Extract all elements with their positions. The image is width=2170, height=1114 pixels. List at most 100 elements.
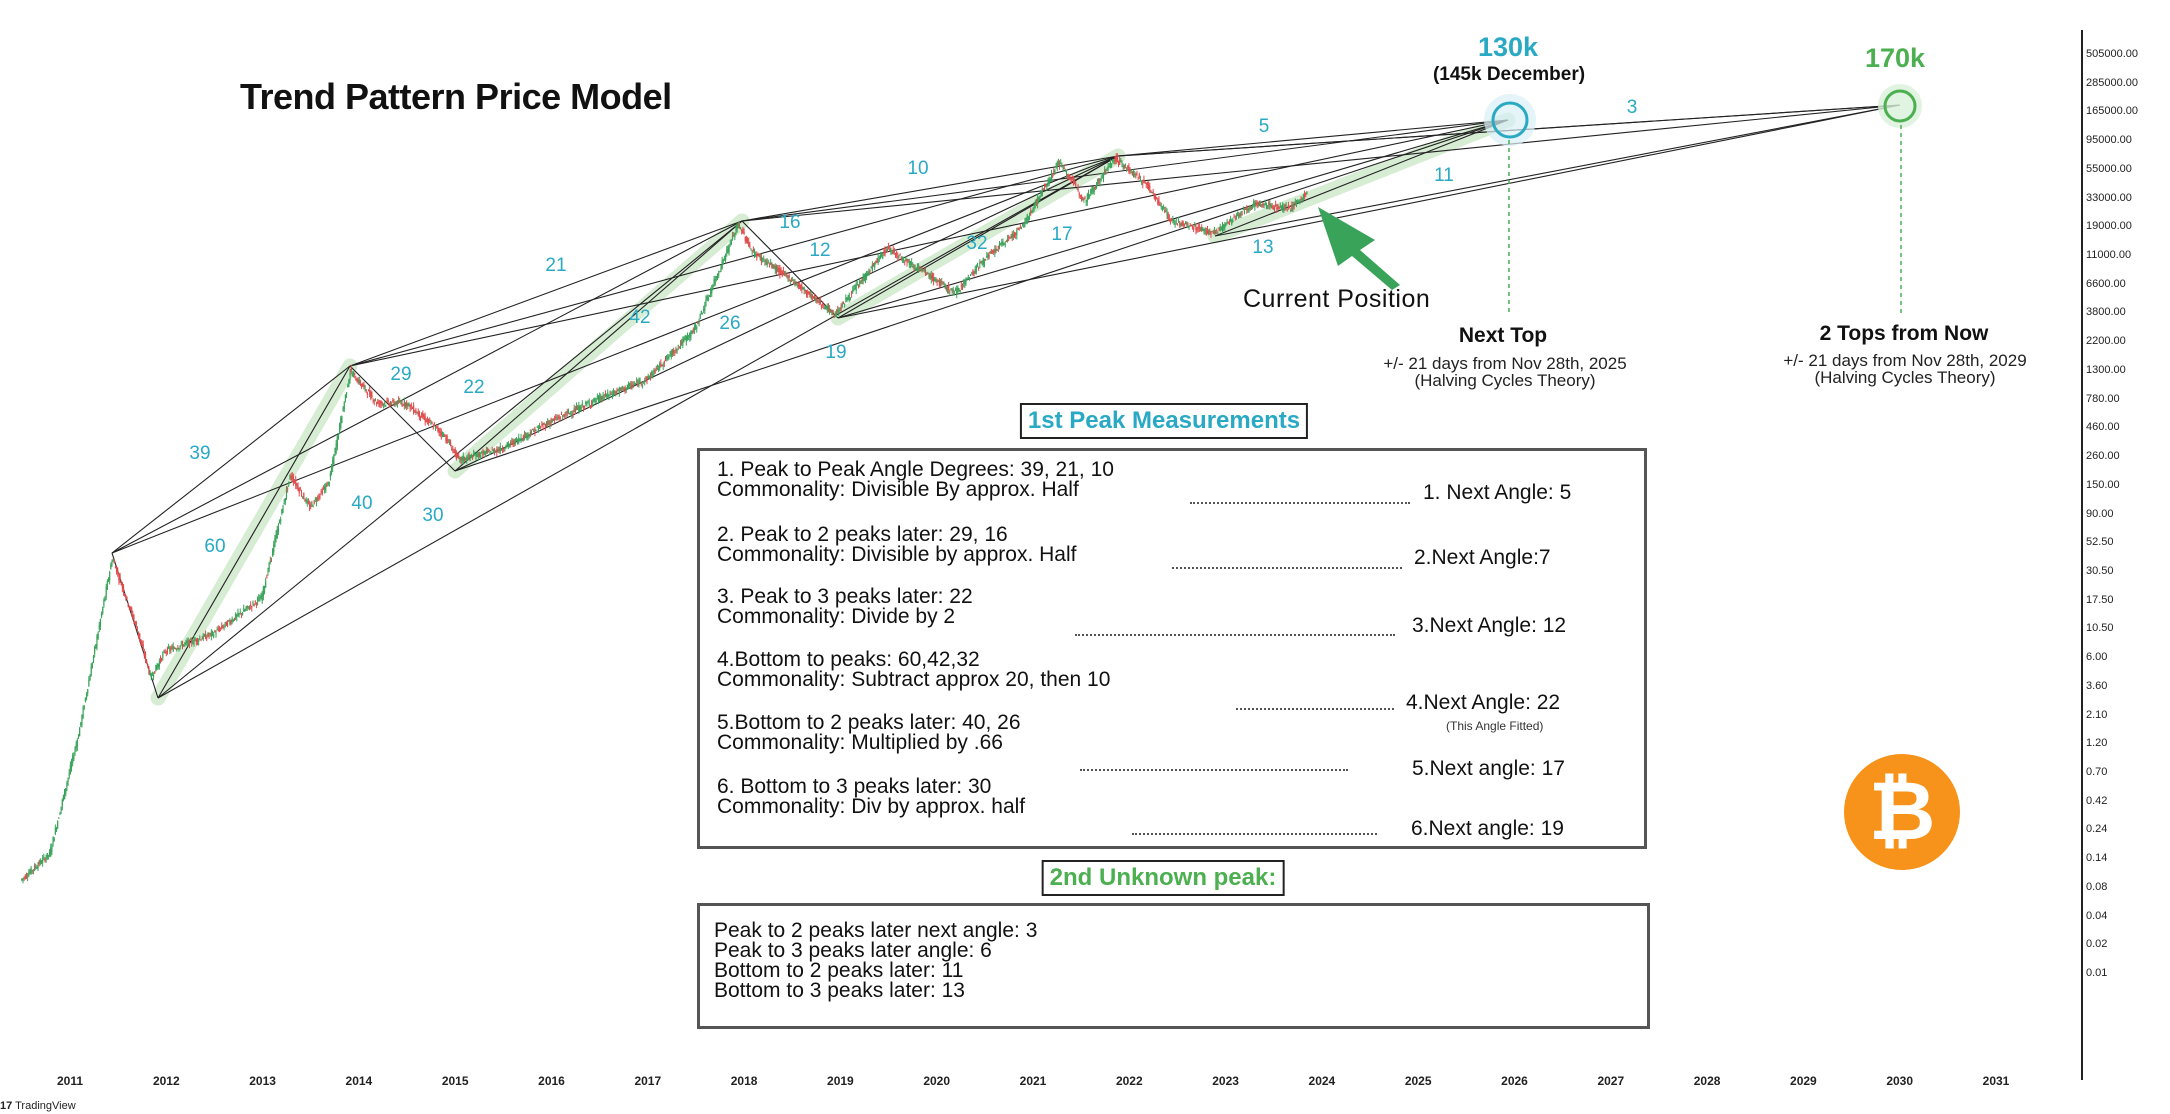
candle-body xyxy=(1077,186,1079,192)
candle-body xyxy=(1122,165,1124,168)
y-tick-label: 6600.00 xyxy=(2086,277,2126,290)
candle-body xyxy=(193,638,195,644)
candle-body xyxy=(1040,192,1042,195)
x-tick-label: 2020 xyxy=(923,1074,951,1088)
candle-body xyxy=(601,397,603,399)
candle-body xyxy=(980,261,982,263)
candle-body xyxy=(359,380,362,385)
candle-body xyxy=(578,405,580,412)
candle-body xyxy=(528,434,530,436)
candle-body xyxy=(891,252,893,254)
candle-body xyxy=(1100,178,1102,180)
candle-body xyxy=(703,309,705,311)
candle-body xyxy=(60,806,62,811)
candle-body xyxy=(1218,227,1220,230)
candle-body xyxy=(365,389,367,392)
candle-body xyxy=(933,276,935,282)
candle-body xyxy=(72,755,74,763)
candle-body xyxy=(631,384,633,386)
candle-body xyxy=(276,529,278,539)
candle-body xyxy=(192,642,194,644)
candle-body xyxy=(287,488,289,490)
candle-body xyxy=(949,291,951,293)
candle-body xyxy=(1123,165,1125,169)
candle-body xyxy=(273,543,275,553)
candle-body xyxy=(807,291,809,295)
candle-body xyxy=(644,380,646,382)
candle-body xyxy=(248,608,251,610)
candle-body xyxy=(252,602,254,604)
candle-body xyxy=(1211,231,1213,233)
candle-body xyxy=(201,638,203,640)
angle-label-22: 22 xyxy=(463,377,484,398)
candle-body xyxy=(451,448,453,451)
candle-body xyxy=(626,384,628,390)
candle-body xyxy=(663,361,665,364)
x-tick-label: 2024 xyxy=(1308,1074,1336,1088)
candle-body xyxy=(556,418,558,420)
candle-body xyxy=(523,434,526,440)
candle-body xyxy=(137,631,140,637)
candle-body xyxy=(667,357,669,359)
candle-body xyxy=(728,245,730,252)
candle-body xyxy=(998,243,1001,246)
x-tick-label: 2022 xyxy=(1115,1074,1143,1088)
candle-body xyxy=(402,405,404,407)
candle-body xyxy=(180,642,182,644)
bitcoin-logo-icon: ₿ xyxy=(1844,754,1960,870)
candle-body xyxy=(971,272,973,274)
candle-body xyxy=(1168,217,1170,219)
candle-body xyxy=(929,273,931,278)
candle-body xyxy=(1275,204,1277,207)
candle-body xyxy=(567,410,570,414)
candle-body xyxy=(67,777,69,782)
candle-body xyxy=(1095,183,1098,189)
candle-body xyxy=(1299,200,1301,202)
candle-body xyxy=(852,289,854,293)
candle-body xyxy=(629,383,631,387)
candle-body xyxy=(1047,181,1049,183)
candle-body xyxy=(418,410,420,418)
angle-label-17: 17 xyxy=(1051,224,1072,245)
candle-body xyxy=(1151,191,1153,193)
peak-item-6-line1: 6. Bottom to 3 peaks later: 30 xyxy=(717,775,992,798)
candle-body xyxy=(1131,171,1133,176)
angle-label-60: 60 xyxy=(204,536,225,557)
candle-body xyxy=(1286,209,1288,211)
candle-body xyxy=(536,426,538,428)
candle-body xyxy=(720,267,722,271)
candle-body xyxy=(624,386,626,390)
candle-body xyxy=(1298,201,1300,203)
candle-body xyxy=(803,287,805,291)
y-tick-label: 1300.00 xyxy=(2086,363,2126,376)
candle-body xyxy=(565,411,567,413)
candle-body xyxy=(33,865,36,871)
candle-body xyxy=(194,639,196,641)
candle-body xyxy=(57,821,59,828)
candle-body xyxy=(291,475,293,480)
candle-body xyxy=(1064,170,1066,172)
candle-body xyxy=(594,397,596,402)
candle-body xyxy=(1144,181,1146,183)
candle-body xyxy=(780,270,782,272)
candle-body xyxy=(481,451,483,453)
candle-body xyxy=(800,284,802,290)
candle-body xyxy=(244,609,246,612)
y-tick-label: 505000.00 xyxy=(2086,48,2138,60)
candle-body xyxy=(997,245,999,249)
candle-body xyxy=(797,284,800,287)
candle-body xyxy=(1292,204,1294,208)
candle-body xyxy=(990,251,992,254)
candle-body xyxy=(669,352,671,354)
candle-body xyxy=(366,393,368,395)
candle-body xyxy=(1152,192,1154,194)
candle-body xyxy=(610,394,612,396)
x-tick-label: 2019 xyxy=(827,1074,854,1088)
candle-body xyxy=(85,693,88,699)
candle-body xyxy=(808,291,810,294)
candle-body xyxy=(118,576,120,581)
candle-body xyxy=(1261,204,1263,206)
y-tick-label: 2200.00 xyxy=(2086,335,2126,348)
candle-body xyxy=(446,435,448,444)
candle-body xyxy=(1175,219,1177,221)
